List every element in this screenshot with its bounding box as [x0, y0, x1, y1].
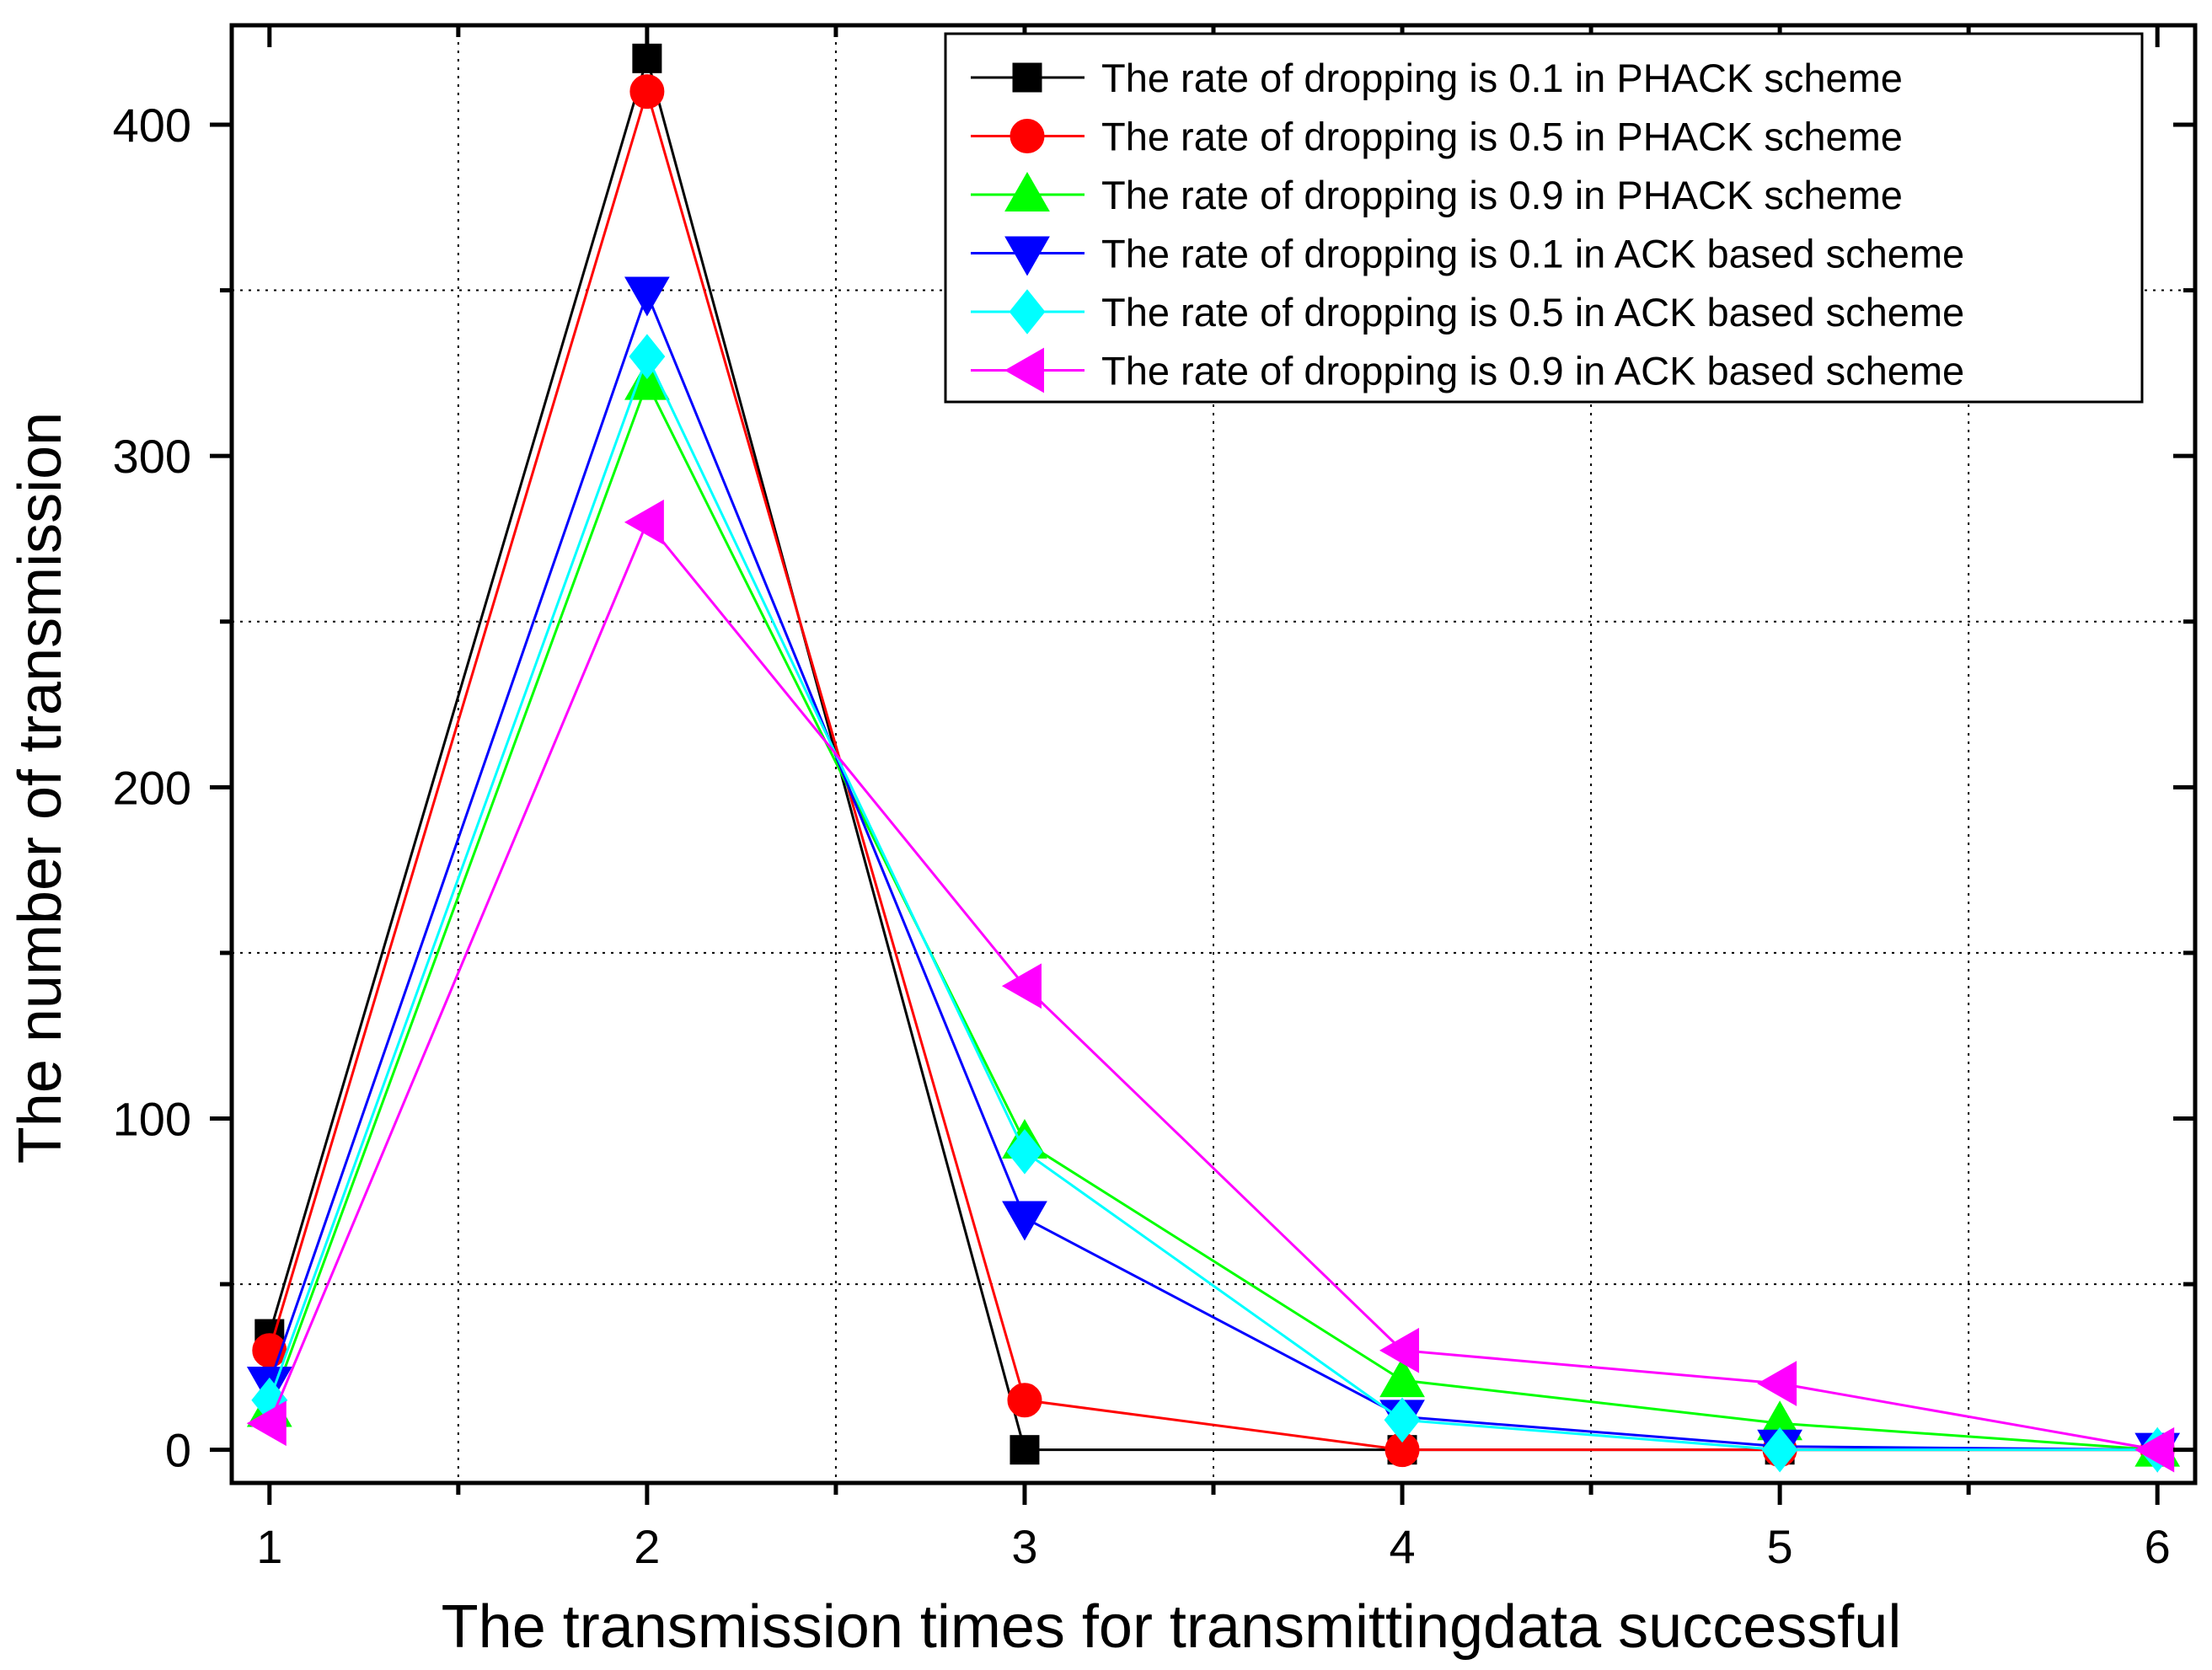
data-point — [1006, 1129, 1043, 1175]
data-point — [1761, 1426, 1798, 1473]
series-layer — [246, 43, 2181, 1473]
series-line — [268, 519, 2158, 1452]
data-point — [1757, 1361, 1797, 1406]
legend-marker — [1004, 347, 1044, 393]
y-tick-label: 100 — [113, 1093, 191, 1146]
data-point — [1002, 1201, 1047, 1241]
x-tick-label: 6 — [2145, 1520, 2171, 1573]
legend-marker — [1009, 289, 1046, 335]
x-tick-label: 3 — [1011, 1520, 1037, 1573]
legend-item: The rate of dropping is 0.1 in ACK based… — [971, 232, 1964, 276]
data-point — [1384, 1397, 1421, 1443]
data-point — [1010, 1435, 1040, 1465]
data-point — [629, 334, 666, 379]
legend-item: The rate of dropping is 0.9 in PHACK sch… — [971, 171, 1903, 217]
x-tick-label: 4 — [1389, 1520, 1415, 1573]
x-tick-label: 5 — [1767, 1520, 1793, 1573]
series-line — [268, 290, 2158, 1452]
legend-label: The rate of dropping is 0.9 in PHACK sch… — [1101, 173, 1903, 217]
legend-label: The rate of dropping is 0.9 in ACK based… — [1101, 349, 1964, 393]
legend-item: The rate of dropping is 0.5 in ACK based… — [971, 289, 1964, 335]
series-3 — [246, 360, 2181, 1467]
data-point — [629, 74, 665, 110]
data-point — [632, 43, 662, 73]
data-point — [246, 1400, 287, 1447]
legend-marker — [1012, 62, 1042, 93]
data-point — [624, 276, 670, 317]
legend-marker — [1004, 171, 1050, 211]
series-line — [268, 353, 2158, 1452]
legend-marker — [1004, 236, 1050, 276]
y-axis-title: The number of transmission — [7, 412, 74, 1164]
legend-label: The rate of dropping is 0.5 in ACK based… — [1101, 290, 1964, 335]
x-tick-label: 2 — [634, 1520, 660, 1573]
axes: 1 2 3 4 5 6 0 100 200 300 400 — [113, 25, 2195, 1573]
x-axis-title: The transmission times for transmittingd… — [442, 1593, 1902, 1661]
y-tick-label: 400 — [113, 99, 191, 152]
series-6 — [246, 499, 2175, 1473]
legend-item: The rate of dropping is 0.5 in PHACK sch… — [971, 115, 1903, 159]
legend-box — [944, 32, 2144, 404]
data-point — [1007, 1383, 1042, 1418]
y-tick-label: 300 — [113, 430, 191, 483]
legend-label: The rate of dropping is 0.1 in PHACK sch… — [1101, 56, 1903, 100]
data-point — [1001, 963, 1042, 1009]
y-tick-label: 0 — [165, 1424, 191, 1477]
x-tick-label: 1 — [256, 1520, 282, 1573]
legend-item: The rate of dropping is 0.9 in ACK based… — [971, 347, 1964, 393]
legend: The rate of dropping is 0.1 in PHACK sch… — [944, 32, 2144, 404]
legend-label: The rate of dropping is 0.5 in PHACK sch… — [1101, 115, 1903, 159]
legend-marker — [1010, 119, 1045, 153]
data-point — [624, 499, 664, 545]
legend-label: The rate of dropping is 0.1 in ACK based… — [1101, 232, 1964, 276]
legend-item: The rate of dropping is 0.1 in PHACK sch… — [971, 56, 1903, 100]
data-point — [1379, 1327, 1420, 1373]
data-point — [1379, 1357, 1425, 1398]
y-tick-label: 200 — [113, 761, 191, 814]
series-line — [268, 379, 2158, 1452]
